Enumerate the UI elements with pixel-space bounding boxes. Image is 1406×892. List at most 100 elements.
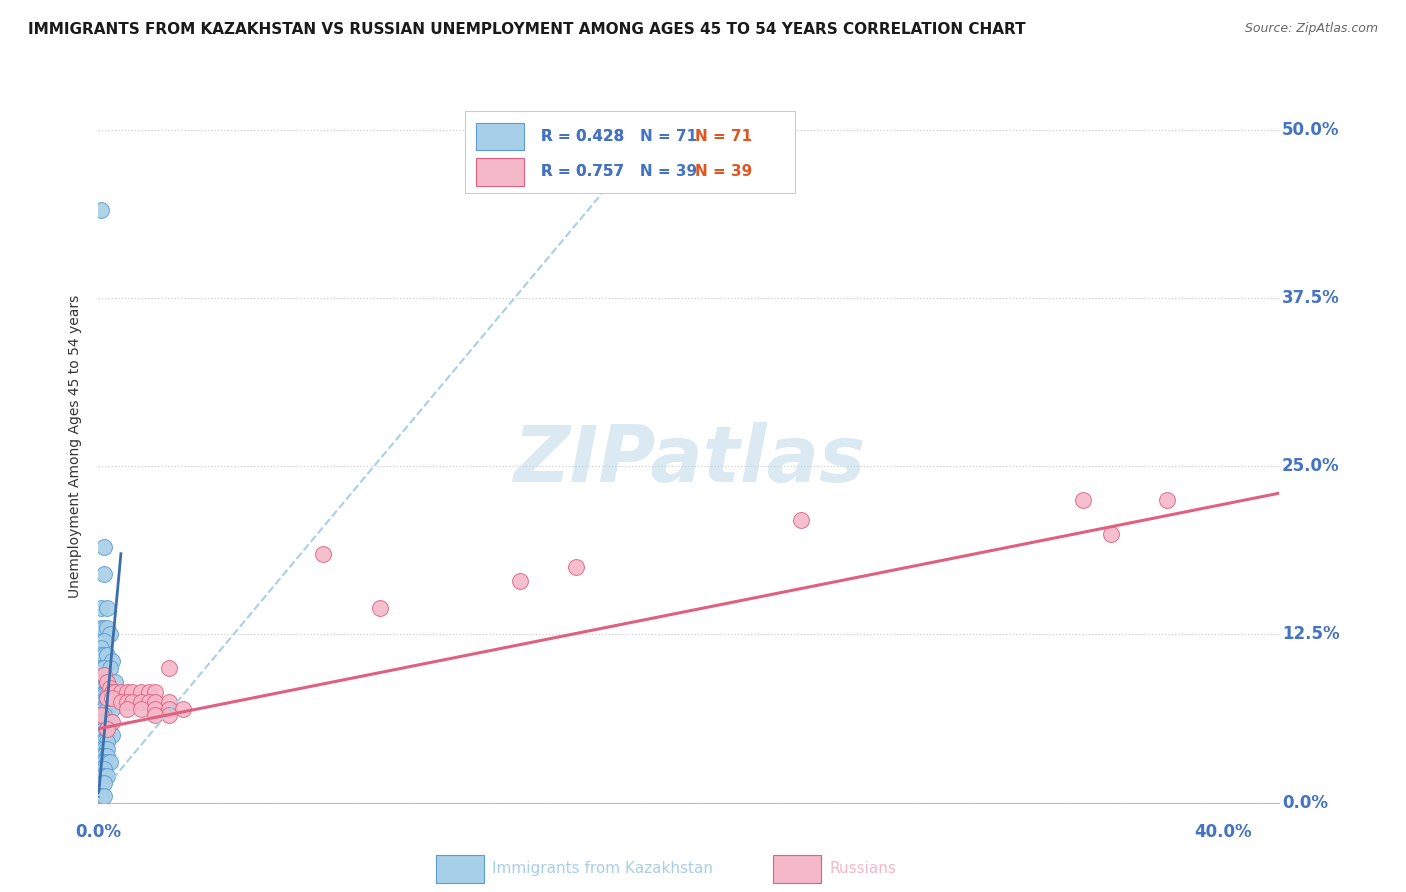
Point bbox=[96, 714, 118, 729]
Point bbox=[312, 547, 335, 561]
Text: 0.0%: 0.0% bbox=[1282, 794, 1327, 812]
Point bbox=[138, 695, 160, 709]
Point bbox=[93, 729, 115, 743]
Point bbox=[93, 688, 115, 702]
Point bbox=[93, 681, 115, 696]
Point bbox=[96, 735, 118, 749]
FancyBboxPatch shape bbox=[477, 159, 523, 186]
Point bbox=[143, 685, 166, 699]
Point bbox=[93, 735, 115, 749]
Point bbox=[98, 627, 121, 641]
Point bbox=[90, 762, 112, 776]
Point bbox=[101, 690, 124, 705]
Text: Source: ZipAtlas.com: Source: ZipAtlas.com bbox=[1244, 22, 1378, 36]
Point bbox=[93, 789, 115, 803]
Text: 50.0%: 50.0% bbox=[1282, 120, 1340, 138]
Text: IMMIGRANTS FROM KAZAKHSTAN VS RUSSIAN UNEMPLOYMENT AMONG AGES 45 TO 54 YEARS COR: IMMIGRANTS FROM KAZAKHSTAN VS RUSSIAN UN… bbox=[28, 22, 1026, 37]
Point bbox=[1071, 492, 1094, 507]
Point bbox=[90, 688, 112, 702]
Point bbox=[96, 742, 118, 756]
Point bbox=[98, 714, 121, 729]
Point bbox=[93, 621, 115, 635]
Point bbox=[101, 655, 124, 669]
Point bbox=[96, 748, 118, 763]
Point bbox=[157, 708, 180, 723]
Point bbox=[98, 688, 121, 702]
Point bbox=[93, 762, 115, 776]
Point bbox=[96, 621, 118, 635]
Text: 37.5%: 37.5% bbox=[1282, 289, 1340, 307]
Text: ZIPatlas: ZIPatlas bbox=[513, 422, 865, 499]
Point bbox=[157, 701, 180, 715]
Point bbox=[96, 674, 118, 689]
Text: 12.5%: 12.5% bbox=[1282, 625, 1340, 643]
Point bbox=[93, 668, 115, 682]
Point bbox=[104, 685, 127, 699]
Point bbox=[96, 688, 118, 702]
Point bbox=[565, 560, 588, 574]
Point bbox=[90, 695, 112, 709]
Point bbox=[96, 722, 118, 736]
Point bbox=[90, 640, 112, 655]
Point bbox=[90, 722, 112, 736]
Point bbox=[90, 789, 112, 803]
Point bbox=[115, 701, 138, 715]
Point bbox=[93, 661, 115, 675]
Text: N = 39: N = 39 bbox=[695, 164, 752, 179]
Point bbox=[129, 701, 152, 715]
Point bbox=[93, 566, 115, 581]
Point bbox=[96, 769, 118, 783]
Point bbox=[96, 756, 118, 770]
Point bbox=[110, 685, 132, 699]
Point bbox=[96, 690, 118, 705]
Point bbox=[93, 674, 115, 689]
Point bbox=[121, 695, 143, 709]
Point bbox=[96, 729, 118, 743]
Point bbox=[96, 701, 118, 715]
Point bbox=[98, 756, 121, 770]
Point bbox=[98, 681, 121, 696]
Text: 0.0%: 0.0% bbox=[76, 822, 121, 841]
Text: Russians: Russians bbox=[830, 862, 897, 876]
Point bbox=[90, 742, 112, 756]
Point bbox=[90, 203, 112, 218]
Point bbox=[104, 674, 127, 689]
Text: R = 0.757   N = 39: R = 0.757 N = 39 bbox=[541, 164, 697, 179]
Point bbox=[93, 708, 115, 723]
Point bbox=[98, 661, 121, 675]
Point bbox=[101, 685, 124, 699]
Point bbox=[129, 695, 152, 709]
Point bbox=[90, 756, 112, 770]
Point bbox=[138, 685, 160, 699]
Point bbox=[1156, 492, 1178, 507]
FancyBboxPatch shape bbox=[464, 111, 796, 193]
Point bbox=[93, 695, 115, 709]
Point bbox=[90, 708, 112, 723]
Point bbox=[115, 685, 138, 699]
Point bbox=[90, 735, 112, 749]
Point bbox=[143, 708, 166, 723]
Point bbox=[96, 722, 118, 736]
Point bbox=[121, 685, 143, 699]
Point bbox=[90, 648, 112, 662]
Point bbox=[90, 621, 112, 635]
Point bbox=[93, 714, 115, 729]
Point bbox=[93, 775, 115, 789]
Point bbox=[101, 729, 124, 743]
Point bbox=[93, 748, 115, 763]
Point bbox=[96, 695, 118, 709]
Point bbox=[90, 681, 112, 696]
Point bbox=[96, 600, 118, 615]
Point bbox=[93, 756, 115, 770]
Text: 25.0%: 25.0% bbox=[1282, 458, 1340, 475]
Y-axis label: Unemployment Among Ages 45 to 54 years: Unemployment Among Ages 45 to 54 years bbox=[69, 294, 83, 598]
Text: R = 0.757: R = 0.757 bbox=[541, 164, 640, 179]
Point bbox=[90, 600, 112, 615]
Point bbox=[143, 701, 166, 715]
Point bbox=[157, 695, 180, 709]
Point bbox=[172, 701, 194, 715]
Point bbox=[101, 714, 124, 729]
Text: 40.0%: 40.0% bbox=[1195, 822, 1251, 841]
Point bbox=[129, 685, 152, 699]
Point bbox=[90, 674, 112, 689]
